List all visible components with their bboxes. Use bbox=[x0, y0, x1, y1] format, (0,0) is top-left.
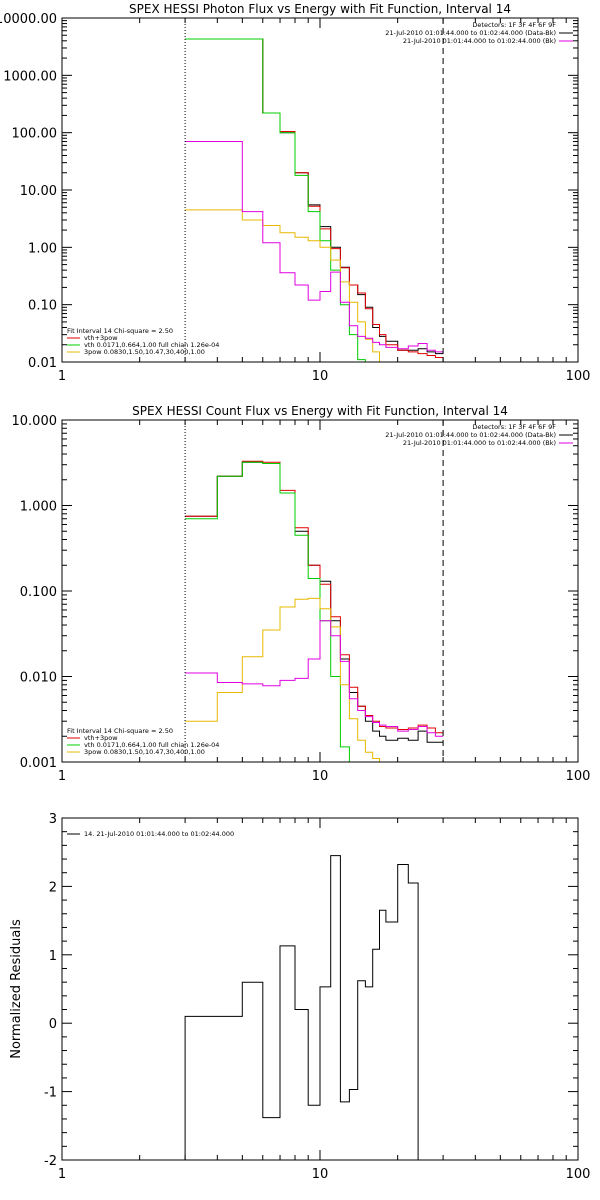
y-tick-label: 0.010 bbox=[20, 671, 57, 686]
series-power_law-line bbox=[185, 597, 444, 763]
legend-entry: vth 0.0171,0.664,1.00 full chian 1.26e-0… bbox=[84, 741, 219, 749]
y-tick-label: 0 bbox=[49, 1017, 57, 1032]
info-line: Detectors: 1F 3F 4F 6F 9F bbox=[472, 423, 556, 431]
series-thermal-line bbox=[185, 461, 444, 763]
y-tick-label: 0.01 bbox=[28, 356, 57, 371]
chart-title: SPEX HESSI Photon Flux vs Energy with Fi… bbox=[129, 2, 511, 16]
chart-panel-2: SPEX HESSI Count Flux vs Energy with Fit… bbox=[12, 404, 591, 784]
series-model-line bbox=[185, 38, 444, 358]
x-tick-label: 10 bbox=[312, 769, 329, 784]
series-background-line bbox=[185, 620, 444, 737]
y-tick-label: 0.100 bbox=[20, 585, 57, 600]
info-line: 21-Jul-2010 01:01:44.000 to 01:02:44.000… bbox=[385, 431, 556, 439]
info-line: Detectors: 1F 3F 4F 6F 9F bbox=[472, 21, 556, 29]
legend-header: Fit Interval 14 Chi-square = 2.50 bbox=[67, 327, 173, 335]
x-tick-label: 10 bbox=[312, 369, 329, 384]
legend-entry: vth+3pow bbox=[84, 334, 118, 342]
info-line: 21-Jul-2010 01:01:44.000 to 01:02:44.000… bbox=[403, 37, 556, 45]
y-tick-label: 3 bbox=[49, 812, 57, 827]
series-power_law-line bbox=[185, 209, 444, 363]
legend-entry: 3pow 0.0830,1.50,10.47,30,400,1.00 bbox=[84, 348, 205, 356]
x-tick-label: 100 bbox=[566, 1167, 591, 1182]
x-tick-label: 100 bbox=[566, 769, 591, 784]
y-tick-label: 10.00 bbox=[20, 184, 57, 199]
y-tick-label: 2 bbox=[49, 880, 57, 895]
y-tick-label: -1 bbox=[44, 1086, 57, 1101]
x-tick-label: 10 bbox=[312, 1167, 329, 1182]
info-line: 21-Jul-2010 01:01:44.000 to 01:02:44.000… bbox=[385, 29, 556, 37]
chart-panel-1: SPEX HESSI Photon Flux vs Energy with Fi… bbox=[0, 2, 590, 384]
series-model-line bbox=[185, 460, 444, 734]
series-total-line bbox=[185, 38, 444, 355]
x-tick-label: 100 bbox=[566, 369, 591, 384]
y-tick-label: 1.000 bbox=[20, 500, 57, 515]
legend-entry: 14. 21-Jul-2010 01:01:44.000 to 01:02:44… bbox=[84, 830, 234, 838]
legend-entry: vth 0.0171,0.664,1.00 full chian 1.26e-0… bbox=[84, 341, 219, 349]
y-tick-label: 100.00 bbox=[12, 127, 58, 142]
chart-panel-3: 1 10 100 -2 -1 0 1 2 3 Normalized Residuals 14. 21… bbox=[9, 812, 590, 1182]
series-thermal-line bbox=[185, 38, 444, 363]
y-tick-label: 0.001 bbox=[20, 756, 57, 771]
y-tick-label: -2 bbox=[44, 1154, 57, 1169]
y-tick-label: 10000.00 bbox=[0, 12, 57, 27]
chart-title: SPEX HESSI Count Flux vs Energy with Fit… bbox=[132, 404, 508, 418]
series-background-line bbox=[185, 141, 444, 353]
x-tick-label: 1 bbox=[58, 769, 66, 784]
y-tick-label: 10.000 bbox=[12, 414, 58, 429]
legend-header: Fit Interval 14 Chi-square = 2.50 bbox=[67, 727, 173, 735]
legend-entry: 3pow 0.0830,1.50,10.47,30,400,1.00 bbox=[84, 748, 205, 756]
y-tick-label: 0.10 bbox=[28, 299, 57, 314]
info-line: 21-Jul-2010 01:01:44.000 to 01:02:44.000… bbox=[403, 439, 556, 447]
legend-entry: vth+3pow bbox=[84, 734, 118, 742]
y-tick-label: 1000.00 bbox=[3, 69, 57, 84]
series-total-line bbox=[185, 461, 444, 743]
y-axis-label: Normalized Residuals bbox=[9, 919, 24, 1059]
x-tick-label: 1 bbox=[58, 369, 66, 384]
y-tick-label: 1.00 bbox=[28, 241, 57, 256]
plot-frame bbox=[61, 17, 579, 363]
x-tick-label: 1 bbox=[58, 1167, 66, 1182]
series-total-line bbox=[184, 855, 419, 1160]
y-tick-label: 1 bbox=[49, 949, 57, 964]
